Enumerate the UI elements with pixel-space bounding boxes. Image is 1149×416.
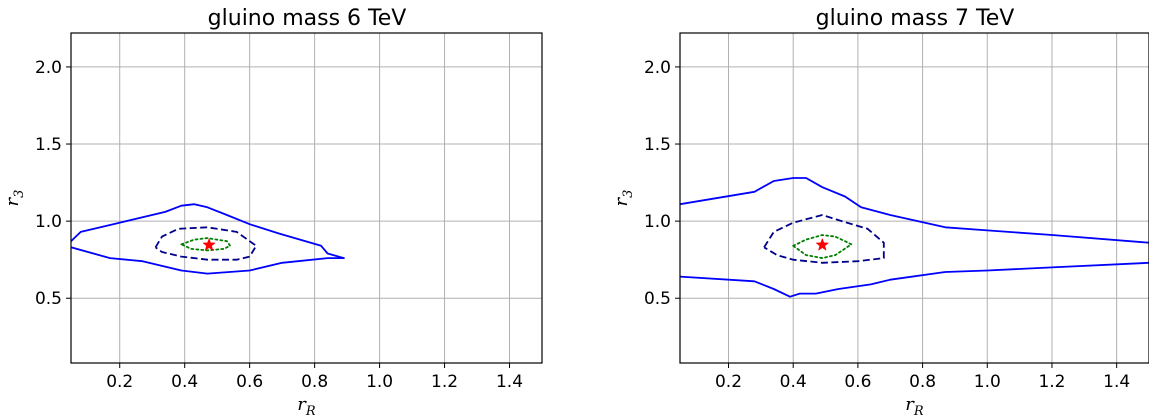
x-tick-label: 0.6: [844, 372, 871, 392]
chart-title: gluino mass 6 TeV: [208, 6, 407, 31]
contour-dotted: [180, 237, 232, 252]
x-tick-label: 1.2: [1038, 372, 1065, 392]
y-tick-label: 2.0: [35, 58, 62, 78]
best-fit-star: [815, 237, 830, 251]
contour-dashed: [154, 226, 258, 261]
contour-solid: [71, 203, 345, 275]
x-tick-label: 0.2: [715, 372, 742, 392]
y-tick-label: 1.0: [644, 212, 671, 232]
plot-frame: [679, 32, 1149, 364]
x-tick-label: 1.4: [496, 372, 523, 392]
plot-area: [680, 177, 1149, 298]
best-fit-star: [202, 237, 216, 251]
contour-solid: [680, 261, 1149, 298]
x-tick-label: 1.2: [431, 372, 458, 392]
x-tick-label: 0.6: [236, 372, 263, 392]
y-tick-label: 2.0: [644, 58, 671, 78]
y-tick-label: 0.5: [644, 289, 671, 309]
y-tick-label: 0.5: [35, 289, 62, 309]
x-axis-label: rR: [297, 394, 316, 416]
y-tick-label: 1.5: [35, 135, 62, 155]
y-axis-label: r3: [2, 190, 27, 207]
plot-area: [71, 203, 345, 275]
y-tick-label: 1.0: [35, 212, 62, 232]
x-tick-label: 1.4: [1103, 372, 1130, 392]
x-tick-label: 0.8: [301, 372, 328, 392]
x-tick-label: 0.4: [780, 372, 807, 392]
contour-solid: [680, 177, 1149, 244]
panel-gluino-7tev: gluino mass 7 TeV 0.2 0.4 0.6 0.8 1.0 1.2 1.4 0…: [611, 6, 1149, 416]
x-tick-label: 0.2: [106, 372, 133, 392]
contour-dashed: [763, 214, 885, 264]
x-tick-label: 1.0: [366, 372, 393, 392]
y-tick-label: 1.5: [644, 135, 671, 155]
panel-gluino-6tev: gluino mass 6 TeV 0.2 0.4 0.6 0.8 1.0 1.2 1.4 0…: [2, 6, 543, 416]
x-tick-label: 0.4: [171, 372, 198, 392]
x-axis-label: rR: [905, 394, 924, 416]
x-tick-label: 1.0: [974, 372, 1001, 392]
x-tick-label: 0.8: [909, 372, 936, 392]
contour-dotted: [792, 234, 853, 260]
y-axis-label: r3: [611, 190, 636, 207]
chart-title: gluino mass 7 TeV: [816, 6, 1015, 31]
plot-frame: [70, 32, 543, 364]
